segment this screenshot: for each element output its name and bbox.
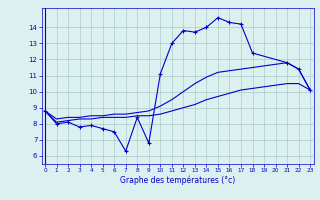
X-axis label: Graphe des températures (°c): Graphe des températures (°c)	[120, 176, 235, 185]
